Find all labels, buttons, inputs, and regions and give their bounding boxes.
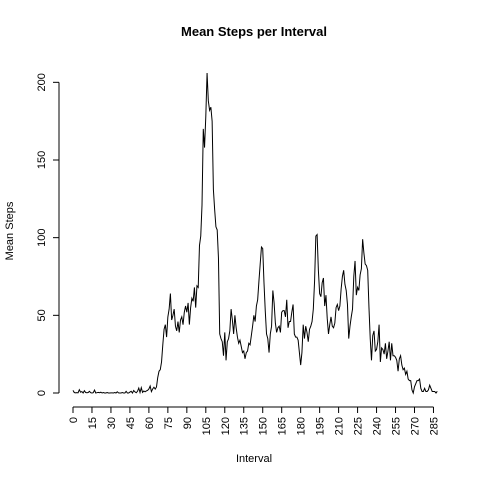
y-tick-label: 150 (36, 151, 48, 169)
x-tick-label: 90 (182, 417, 194, 429)
x-tick-label: 255 (391, 417, 403, 435)
x-tick-label: 30 (106, 417, 118, 429)
chart-title: Mean Steps per Interval (181, 24, 327, 39)
x-tick-label: 75 (163, 417, 175, 429)
x-tick-label: 45 (125, 417, 137, 429)
x-tick-label: 225 (353, 417, 365, 435)
series-line (72, 72, 438, 395)
x-tick-label: 105 (201, 417, 213, 435)
x-axis-label: Interval (236, 453, 272, 465)
x-tick-label: 285 (428, 417, 440, 435)
x-tick-label: 135 (239, 417, 251, 435)
x-tick-label: 0 (68, 417, 80, 423)
x-tick-label: 120 (220, 417, 232, 435)
x-tick-label: 15 (87, 417, 99, 429)
y-tick-label: 50 (36, 309, 48, 321)
x-tick-label: 195 (315, 417, 327, 435)
x-tick-label: 60 (144, 417, 156, 429)
y-tick-label: 200 (36, 73, 48, 91)
x-tick-label: 150 (258, 417, 270, 435)
x-tick-label: 270 (409, 417, 421, 435)
x-tick-label: 240 (372, 417, 384, 435)
y-axis-label: Mean Steps (4, 201, 16, 260)
plot-area (72, 72, 438, 395)
x-tick-label: 165 (277, 417, 289, 435)
x-tick-label: 210 (334, 417, 346, 435)
x-tick-label: 180 (296, 417, 308, 435)
y-tick-label: 0 (36, 390, 48, 396)
y-tick-label: 100 (36, 228, 48, 246)
y-axis: 0 50 100 150 200 (36, 73, 60, 396)
x-axis: 0 15 30 45 60 75 90 105 120 135 150 165 180 195 210 225… (68, 406, 440, 435)
